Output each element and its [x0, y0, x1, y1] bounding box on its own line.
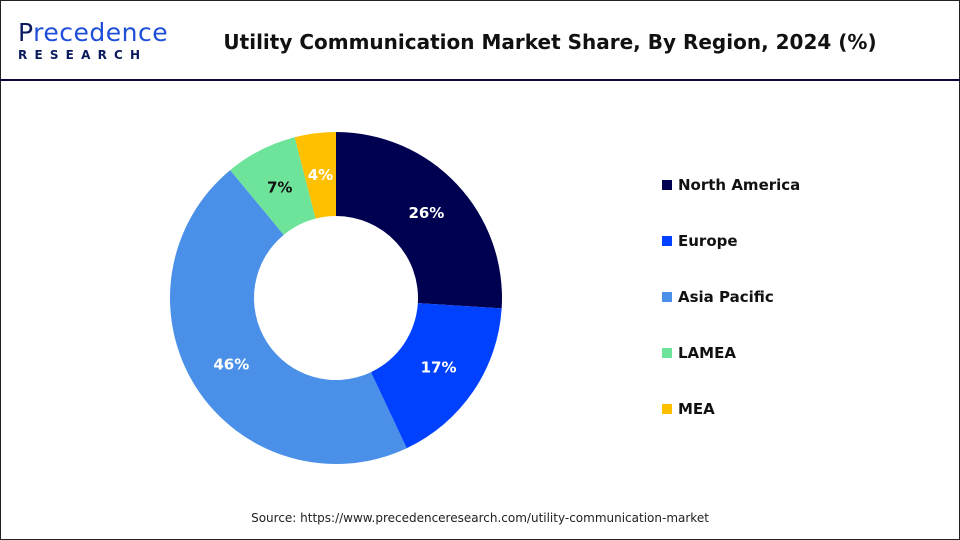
data-label-europe: 17% — [421, 359, 457, 377]
header-divider — [0, 79, 960, 81]
logo-subtext: RESEARCH — [18, 48, 148, 62]
slice-lamea — [230, 137, 316, 235]
legend-label: Europe — [678, 232, 738, 250]
legend-item-lamea: LAMEA — [662, 325, 800, 381]
legend-swatch — [662, 180, 672, 190]
legend-label: MEA — [678, 400, 715, 418]
logo-initial: P — [18, 18, 34, 47]
legend-label: North America — [678, 176, 801, 194]
legend-label: Asia Pacific — [678, 288, 774, 306]
legend-item-europe: Europe — [662, 213, 800, 269]
legend: North America Europe Asia Pacific LAMEA MEA — [662, 175, 800, 437]
slice-europe — [370, 303, 502, 449]
slice-asia-pacific — [170, 170, 407, 464]
data-label-lamea: 7% — [267, 179, 292, 197]
legend-label: LAMEA — [678, 344, 736, 362]
legend-swatch — [662, 236, 672, 246]
precedence-research-logo: Precedence RESEARCH — [18, 18, 168, 63]
data-label-asia-pacific: 46% — [213, 355, 249, 373]
slice-mea — [294, 132, 336, 219]
legend-swatch — [662, 404, 672, 414]
legend-item-mea: MEA — [662, 381, 800, 437]
legend-item-asia-pacific: Asia Pacific — [662, 269, 800, 325]
source-note: Source: https://www.precedenceresearch.c… — [251, 511, 709, 525]
legend-swatch — [662, 348, 672, 358]
legend-swatch — [662, 292, 672, 302]
chart-title: Utility Communication Market Share, By R… — [223, 30, 877, 54]
logo-text: recedence — [33, 18, 169, 47]
data-label-mea: 4% — [308, 166, 333, 184]
slice-north-america — [336, 132, 502, 309]
data-label-north-america: 26% — [408, 204, 444, 222]
legend-item-north-america: North America — [662, 157, 800, 213]
